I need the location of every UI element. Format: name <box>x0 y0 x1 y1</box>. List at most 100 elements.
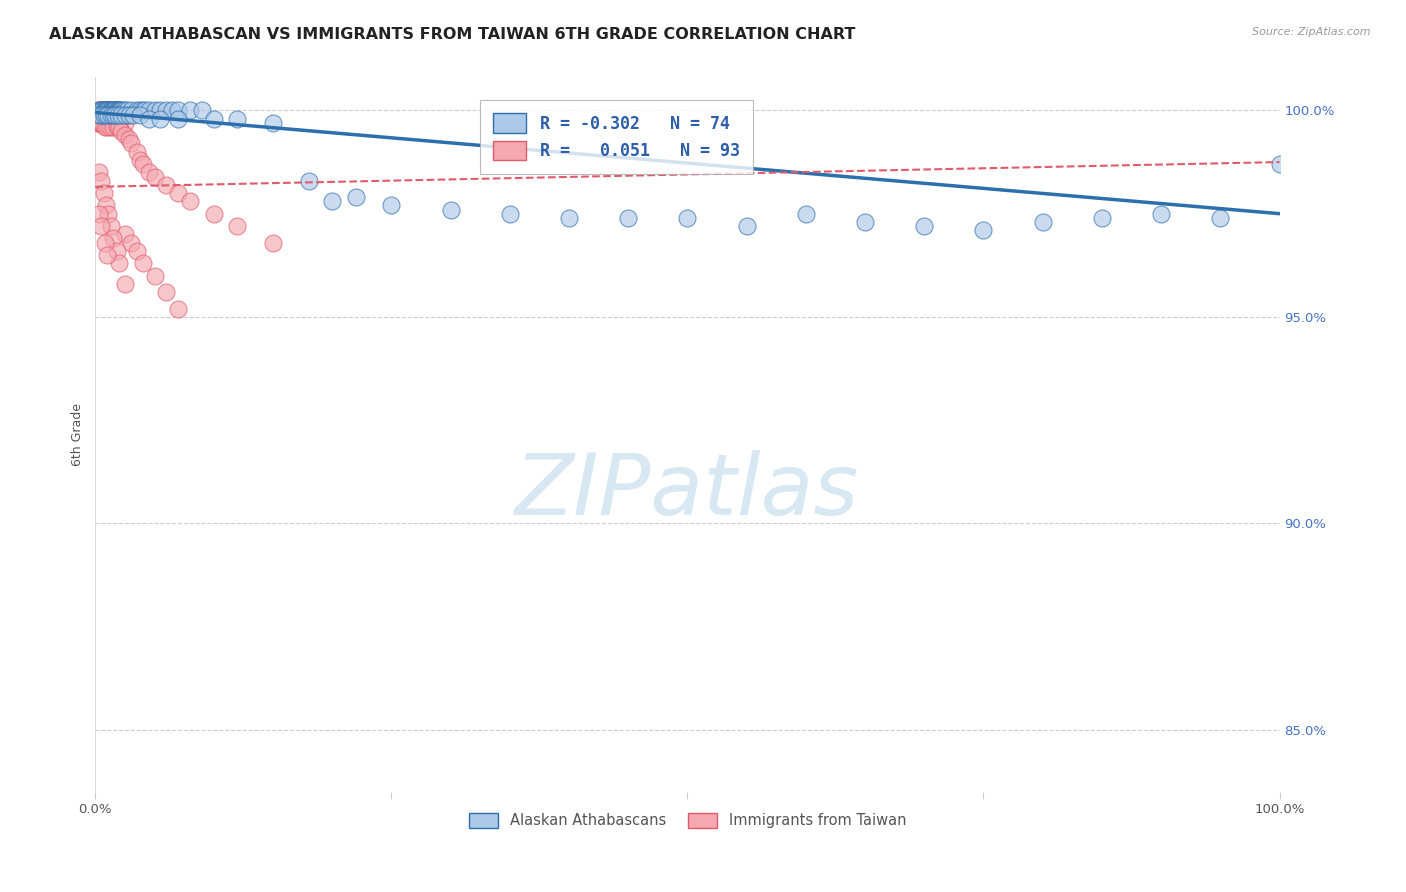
Point <box>262 116 284 130</box>
Point <box>90 107 112 121</box>
Point <box>90 219 112 233</box>
Point <box>101 103 124 118</box>
Point <box>96 112 118 126</box>
Point <box>91 103 114 118</box>
Point <box>114 277 136 291</box>
Point <box>1091 211 1114 225</box>
Point <box>101 107 124 121</box>
Point <box>94 107 117 121</box>
Point <box>98 120 121 134</box>
Point <box>89 107 111 121</box>
Point <box>143 169 166 184</box>
Point <box>676 211 699 225</box>
Point <box>105 103 128 118</box>
Point <box>117 132 139 146</box>
Point <box>149 112 172 126</box>
Point <box>120 103 142 118</box>
Point <box>108 103 131 118</box>
Point <box>96 103 118 118</box>
Point <box>114 128 136 143</box>
Point <box>134 103 156 118</box>
Point <box>101 103 124 118</box>
Point <box>262 235 284 250</box>
Point <box>98 112 121 126</box>
Point <box>143 103 166 118</box>
Point <box>1032 215 1054 229</box>
Point <box>107 103 129 118</box>
Point <box>97 207 120 221</box>
Point <box>105 103 128 118</box>
Point <box>132 157 155 171</box>
Point <box>87 107 110 121</box>
Point <box>96 248 118 262</box>
Point <box>98 103 121 118</box>
Point <box>96 107 118 121</box>
Point <box>1268 157 1291 171</box>
Point <box>94 120 117 134</box>
Point <box>344 190 367 204</box>
Point <box>90 116 112 130</box>
Point <box>108 120 131 134</box>
Point <box>132 256 155 270</box>
Legend: Alaskan Athabascans, Immigrants from Taiwan: Alaskan Athabascans, Immigrants from Tai… <box>463 807 912 834</box>
Point <box>90 107 112 121</box>
Point <box>96 120 118 134</box>
Point <box>735 219 758 233</box>
Point <box>91 116 114 130</box>
Point <box>91 112 114 126</box>
Point <box>87 116 110 130</box>
Point <box>101 103 124 118</box>
Point <box>167 112 190 126</box>
Point <box>89 112 111 126</box>
Text: ZIPatlas: ZIPatlas <box>516 450 859 533</box>
Point <box>794 207 817 221</box>
Point <box>97 107 120 121</box>
Point <box>617 211 640 225</box>
Point <box>110 103 132 118</box>
Y-axis label: 6th Grade: 6th Grade <box>72 403 84 466</box>
Point <box>94 107 117 121</box>
Point <box>108 103 131 118</box>
Point <box>110 124 132 138</box>
Point <box>167 103 190 118</box>
Point <box>100 107 122 121</box>
Point <box>100 219 122 233</box>
Point <box>129 103 152 118</box>
Point <box>97 107 120 121</box>
Point <box>155 285 177 299</box>
Point <box>91 107 114 121</box>
Point <box>122 107 145 121</box>
Point <box>101 107 124 121</box>
Point <box>90 174 112 188</box>
Point <box>101 103 124 118</box>
Point <box>103 103 125 118</box>
Point <box>94 112 117 126</box>
Point <box>104 103 127 118</box>
Point <box>129 107 152 121</box>
Point <box>93 186 115 200</box>
Point <box>101 231 124 245</box>
Point <box>91 103 114 118</box>
Point <box>87 112 110 126</box>
Point <box>98 103 121 118</box>
Point <box>120 136 142 151</box>
Point <box>94 103 117 118</box>
Point <box>167 301 190 316</box>
Point <box>138 165 160 179</box>
Point <box>107 107 129 121</box>
Point <box>105 120 128 134</box>
Point <box>90 112 112 126</box>
Point <box>129 153 152 167</box>
Point <box>94 103 117 118</box>
Point <box>132 103 155 118</box>
Point <box>155 178 177 192</box>
Point <box>87 165 110 179</box>
Point <box>101 112 124 126</box>
Point <box>155 103 177 118</box>
Point <box>101 120 124 134</box>
Point <box>97 103 120 118</box>
Point <box>120 235 142 250</box>
Point <box>105 244 128 258</box>
Point <box>558 211 581 225</box>
Text: ALASKAN ATHABASCAN VS IMMIGRANTS FROM TAIWAN 6TH GRADE CORRELATION CHART: ALASKAN ATHABASCAN VS IMMIGRANTS FROM TA… <box>49 27 856 42</box>
